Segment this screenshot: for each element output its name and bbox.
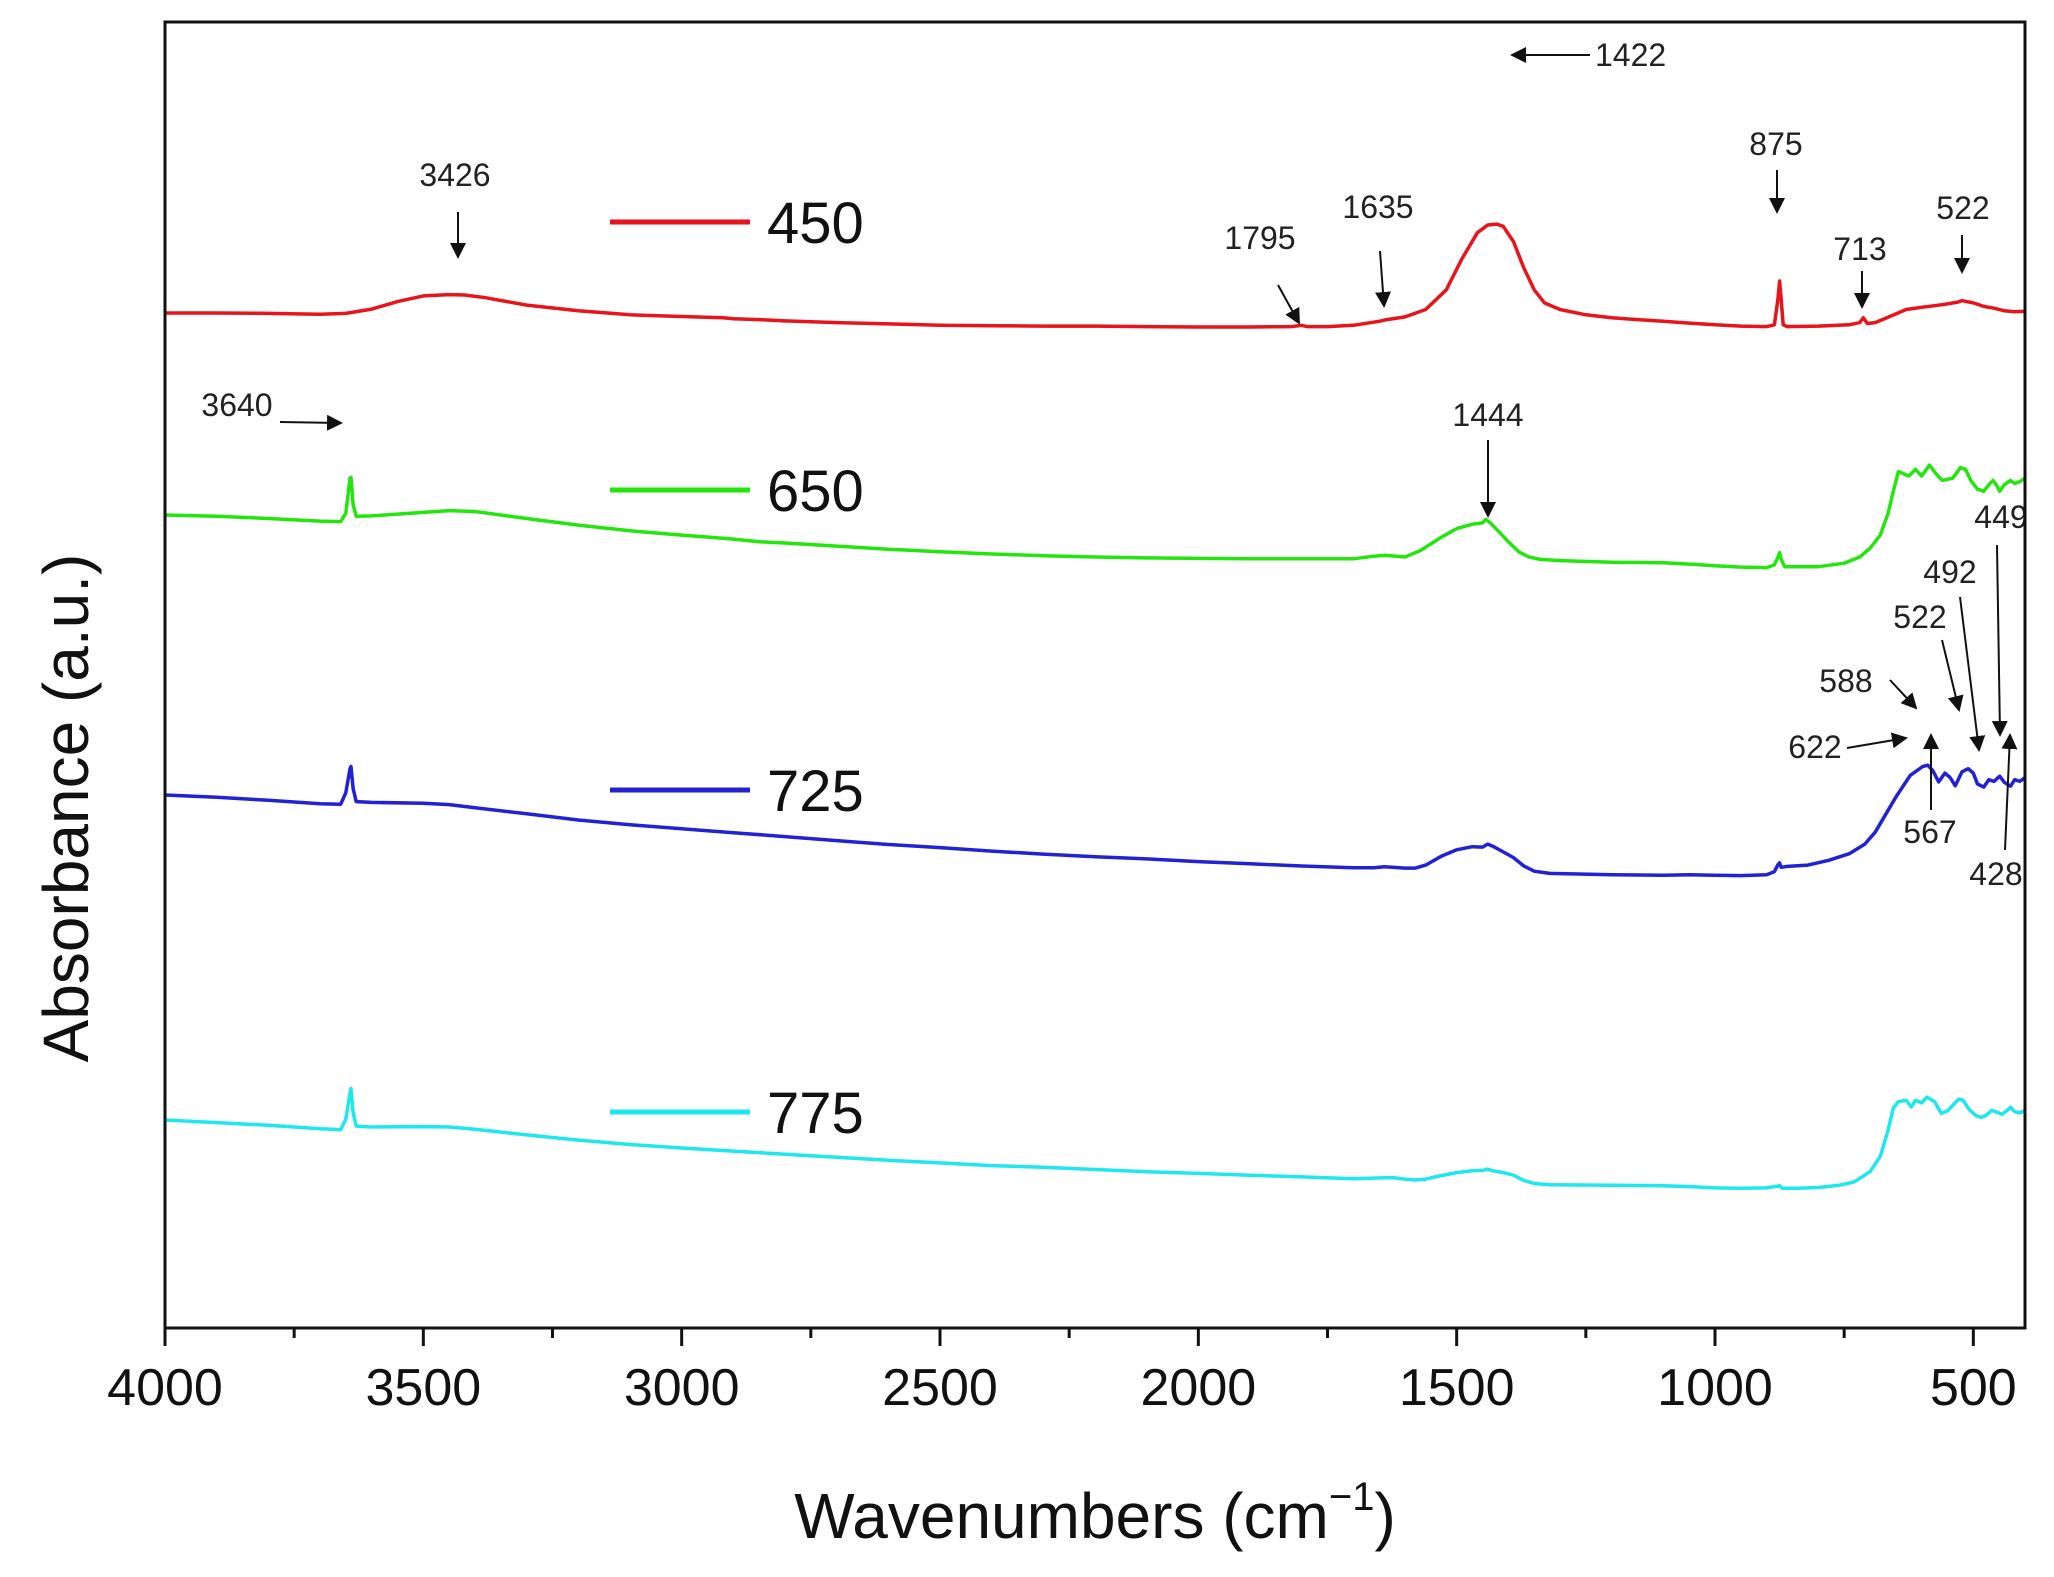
- annotation-arrow: [279, 414, 343, 431]
- annotation-450-1422: 1422: [1510, 37, 1666, 73]
- annotation-arrow: [1277, 284, 1300, 325]
- annotation-450-713: 713: [1833, 231, 1887, 309]
- x-axis-title-close: ): [1374, 1480, 1395, 1552]
- plot-area: 3426 1795 1635 1422 875 713 522 3640 1444 449 492 5…: [107, 20, 2028, 1417]
- legend-label-775: 775: [767, 1081, 864, 1146]
- x-tick-label-500: 500: [1930, 1359, 2017, 1417]
- annotation-450-1635: 1635: [1342, 189, 1414, 308]
- annotation-450-1795: 1795: [1224, 220, 1300, 325]
- annotation-arrow: [1846, 732, 1908, 749]
- plot-frame: [163, 20, 2027, 1330]
- annotation-725-428: 428: [1969, 733, 2023, 892]
- x-axis-title-main: Wavenumbers (cm: [794, 1480, 1329, 1552]
- x-tick-label-4000: 4000: [107, 1359, 223, 1417]
- annotation-arrow: [1889, 679, 1918, 710]
- annotation-725-567: 567: [1903, 733, 1957, 850]
- annotation-label: 1422: [1595, 37, 1666, 73]
- annotation-arrow: [1375, 250, 1391, 308]
- annotation-label: 875: [1749, 126, 1802, 162]
- annotation-arrow: [1991, 544, 2008, 737]
- legend-label-650: 650: [767, 459, 864, 524]
- x-axis-title: Wavenumbers (cm−1): [794, 1475, 1396, 1552]
- annotation-arrow: [1959, 596, 1986, 752]
- annotation-label: 3426: [419, 157, 490, 193]
- series-line-725: [164, 763, 2027, 878]
- annotation-label: 567: [1903, 814, 1956, 850]
- annotation-label: 622: [1788, 729, 1841, 765]
- annotation-label: 3640: [201, 387, 272, 423]
- y-axis-title: Absorbance (a.u.): [30, 554, 102, 1063]
- x-tick-label-1500: 1500: [1399, 1359, 1515, 1417]
- annotation-arrow: [2001, 733, 2018, 851]
- annotation-450-875: 875: [1749, 126, 1803, 214]
- annotation-label: 522: [1936, 190, 1989, 226]
- annotation-650-1444: 1444: [1452, 397, 1524, 518]
- annotation-label: 492: [1923, 554, 1976, 590]
- annotation-label: 1444: [1452, 397, 1523, 433]
- annotation-725-588: 588: [1819, 663, 1918, 710]
- legend-label-450: 450: [767, 191, 864, 256]
- annotation-label: 449: [1974, 499, 2027, 535]
- x-axis: 4000 3500 3000 2500 2000 1500 1000 500: [107, 1328, 2017, 1417]
- annotation-725-492: 492: [1923, 554, 1986, 752]
- series-line-775: [164, 1086, 2026, 1191]
- legend-label-725: 725: [767, 759, 864, 824]
- x-tick-label-1000: 1000: [1657, 1359, 1773, 1417]
- series-line-450: [165, 222, 2026, 329]
- annotation-450-3426: 3426: [419, 157, 491, 259]
- annotation-650-3640: 3640: [201, 387, 343, 431]
- x-tick-label-2000: 2000: [1140, 1359, 1256, 1417]
- annotation-725-522: 522: [1893, 599, 1964, 712]
- x-tick-label-3500: 3500: [365, 1359, 481, 1417]
- legend: 450 650 725 775: [610, 191, 864, 1146]
- annotation-label: 428: [1969, 856, 2022, 892]
- annotation-label: 1795: [1224, 220, 1295, 256]
- series-line-650: [164, 463, 2026, 570]
- annotation-450-522: 522: [1936, 190, 1990, 274]
- x-axis-title-superscript: −1: [1329, 1475, 1375, 1519]
- annotation-725-622: 622: [1788, 729, 1908, 765]
- x-tick-label-2500: 2500: [882, 1359, 998, 1417]
- annotation-arrow: [1941, 639, 1964, 712]
- annotation-label: 1635: [1342, 189, 1413, 225]
- x-tick-label-3000: 3000: [624, 1359, 740, 1417]
- annotation-label: 713: [1833, 231, 1886, 267]
- annotation-725-449: 449: [1974, 499, 2028, 737]
- annotation-label: 588: [1819, 663, 1872, 699]
- annotation-label: 522: [1893, 599, 1946, 635]
